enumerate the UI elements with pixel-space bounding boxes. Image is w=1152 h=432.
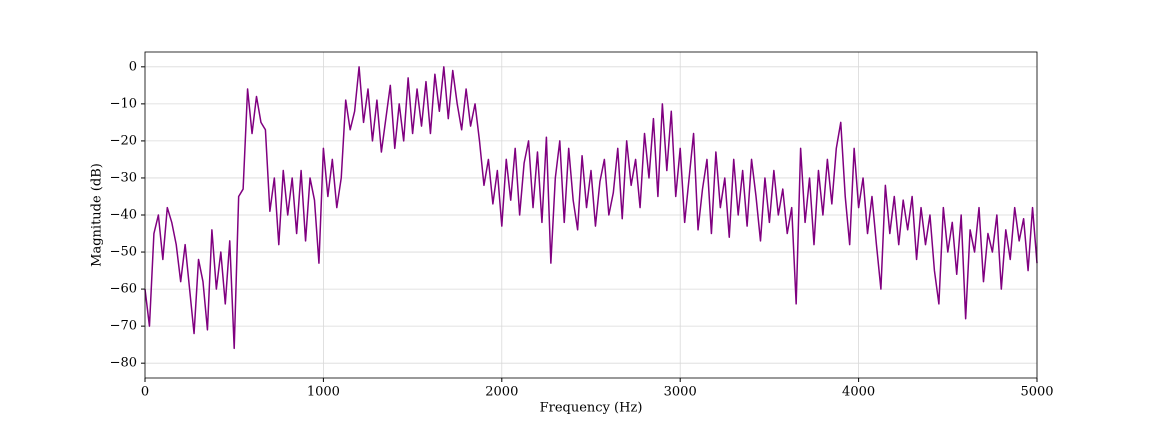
x-tick-label: 3000	[664, 385, 697, 400]
x-tick-label: 5000	[1020, 385, 1053, 400]
x-tick-label: 0	[141, 385, 149, 400]
y-tick-label: −60	[110, 282, 137, 297]
line-series	[144, 66, 1038, 350]
y-tick-label: −50	[110, 245, 137, 260]
x-axis-label: Frequency (Hz)	[540, 401, 643, 416]
y-tick-label: −70	[110, 319, 137, 334]
plot-frame	[144, 51, 1038, 379]
x-tick-label: 2000	[485, 385, 518, 400]
y-tick-label: −80	[110, 356, 137, 371]
y-tick-label: −30	[110, 170, 137, 185]
y-tick-label: 0	[129, 59, 137, 74]
x-tick-label: 1000	[307, 385, 340, 400]
y-tick-label: −10	[110, 96, 137, 111]
y-axis-label: Magnitude (dB)	[90, 163, 105, 267]
x-tick-label: 4000	[842, 385, 875, 400]
y-tick-label: −20	[110, 133, 137, 148]
y-tick-label: −40	[110, 208, 137, 223]
